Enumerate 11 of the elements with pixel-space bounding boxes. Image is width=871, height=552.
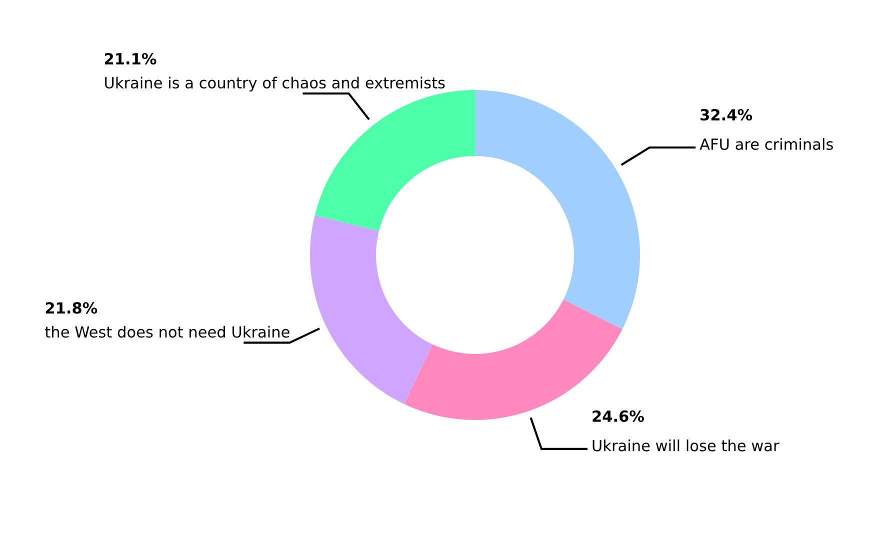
slice-label: Ukraine is a country of chaos and extremists xyxy=(105,76,445,92)
donut-slice xyxy=(314,90,475,232)
slice-label: the West does not need Ukraine xyxy=(45,326,290,338)
data-label: 21.1% xyxy=(104,52,156,65)
donut-slice xyxy=(310,215,433,404)
data-label: 21.8% xyxy=(46,302,98,314)
slice-label: Ukraine will lose the war xyxy=(592,440,780,452)
slice-label: AFU are criminals xyxy=(700,138,833,150)
donut-slice xyxy=(475,90,640,330)
data-label: 32.4% xyxy=(700,109,752,121)
data-label: 24.6% xyxy=(592,410,644,422)
